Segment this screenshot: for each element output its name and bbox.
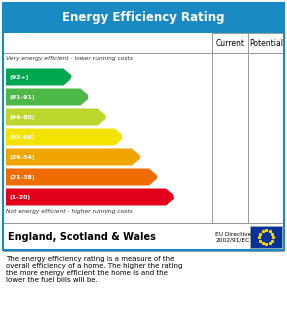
Text: (69-80): (69-80)	[9, 115, 34, 119]
Text: (39-54): (39-54)	[9, 155, 35, 159]
Text: Not energy efficient - higher running costs: Not energy efficient - higher running co…	[6, 209, 133, 214]
Polygon shape	[6, 68, 73, 85]
Polygon shape	[6, 108, 108, 125]
Text: (81-91): (81-91)	[9, 94, 35, 100]
Polygon shape	[6, 89, 90, 106]
Text: (1-20): (1-20)	[9, 195, 30, 199]
Polygon shape	[6, 129, 125, 146]
Text: The energy efficiency rating is a measure of the
overall efficiency of a home. T: The energy efficiency rating is a measur…	[6, 256, 182, 283]
Text: (21-38): (21-38)	[9, 174, 35, 180]
Text: A: A	[70, 72, 79, 82]
Bar	[3, 3, 284, 33]
Bar	[250, 226, 282, 248]
Text: England, Scotland & Wales: England, Scotland & Wales	[8, 232, 156, 242]
Text: F: F	[156, 172, 164, 182]
Text: Energy Efficiency Rating: Energy Efficiency Rating	[62, 12, 225, 25]
Polygon shape	[6, 169, 159, 186]
Text: B: B	[87, 92, 96, 102]
Text: EU Directive
2002/91/EC: EU Directive 2002/91/EC	[215, 232, 252, 243]
Text: Current: Current	[216, 38, 245, 47]
Bar	[3, 223, 284, 251]
Text: D: D	[121, 132, 130, 142]
Text: (55-68): (55-68)	[9, 134, 35, 140]
Text: E: E	[139, 152, 147, 162]
Text: Potential: Potential	[249, 38, 283, 47]
Text: (92+): (92+)	[9, 75, 28, 79]
Text: C: C	[104, 112, 113, 122]
Bar	[3, 3, 284, 250]
Polygon shape	[6, 188, 176, 205]
Text: Very energy efficient - lower running costs: Very energy efficient - lower running co…	[6, 56, 133, 61]
Polygon shape	[6, 148, 142, 165]
Text: G: G	[172, 192, 182, 202]
